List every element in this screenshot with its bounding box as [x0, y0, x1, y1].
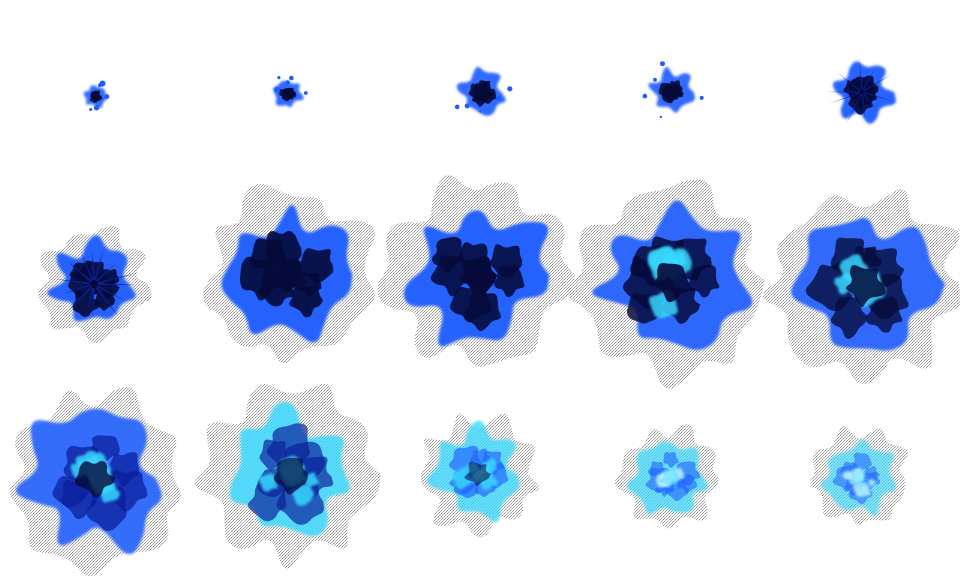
spark-particle — [277, 76, 280, 79]
explosion-frame-8 — [377, 175, 575, 367]
spark-particle — [507, 86, 512, 91]
explosion-frame-4 — [643, 61, 704, 118]
spark-particle — [660, 116, 662, 118]
explosion-frame-12 — [195, 384, 381, 569]
explosion-frame-11 — [9, 387, 180, 576]
spark-particle — [94, 105, 99, 110]
spark-particle — [700, 96, 704, 100]
spark-particle — [660, 61, 665, 66]
spark-particle — [455, 105, 460, 110]
explosion-frame-14 — [615, 424, 719, 528]
spark-particle — [653, 78, 657, 82]
explosion-frame-7 — [203, 184, 375, 363]
spark-particle — [289, 76, 294, 81]
spark-particle — [465, 104, 470, 109]
explosion-frame-2 — [273, 76, 308, 107]
frames-layer — [9, 57, 960, 576]
explosion-frame-9 — [567, 180, 765, 389]
spark-particle — [274, 87, 280, 93]
spark-particle — [479, 110, 481, 112]
explosion-frame-10 — [763, 189, 960, 384]
explosion-frame-5 — [826, 57, 896, 124]
spark-particle — [496, 96, 501, 101]
spark-particle — [285, 80, 290, 85]
explosion-frame-6 — [38, 226, 152, 343]
explosion-frame-1 — [84, 81, 110, 112]
spark-particle — [643, 94, 648, 99]
spark-particle — [89, 108, 92, 111]
spark-particle — [304, 91, 308, 95]
explosion-frame-13 — [421, 414, 539, 538]
explosion-frame-3 — [455, 67, 512, 116]
spark-particle — [100, 81, 106, 87]
explosion-frame-15 — [810, 426, 907, 525]
spark-particle — [105, 94, 110, 99]
